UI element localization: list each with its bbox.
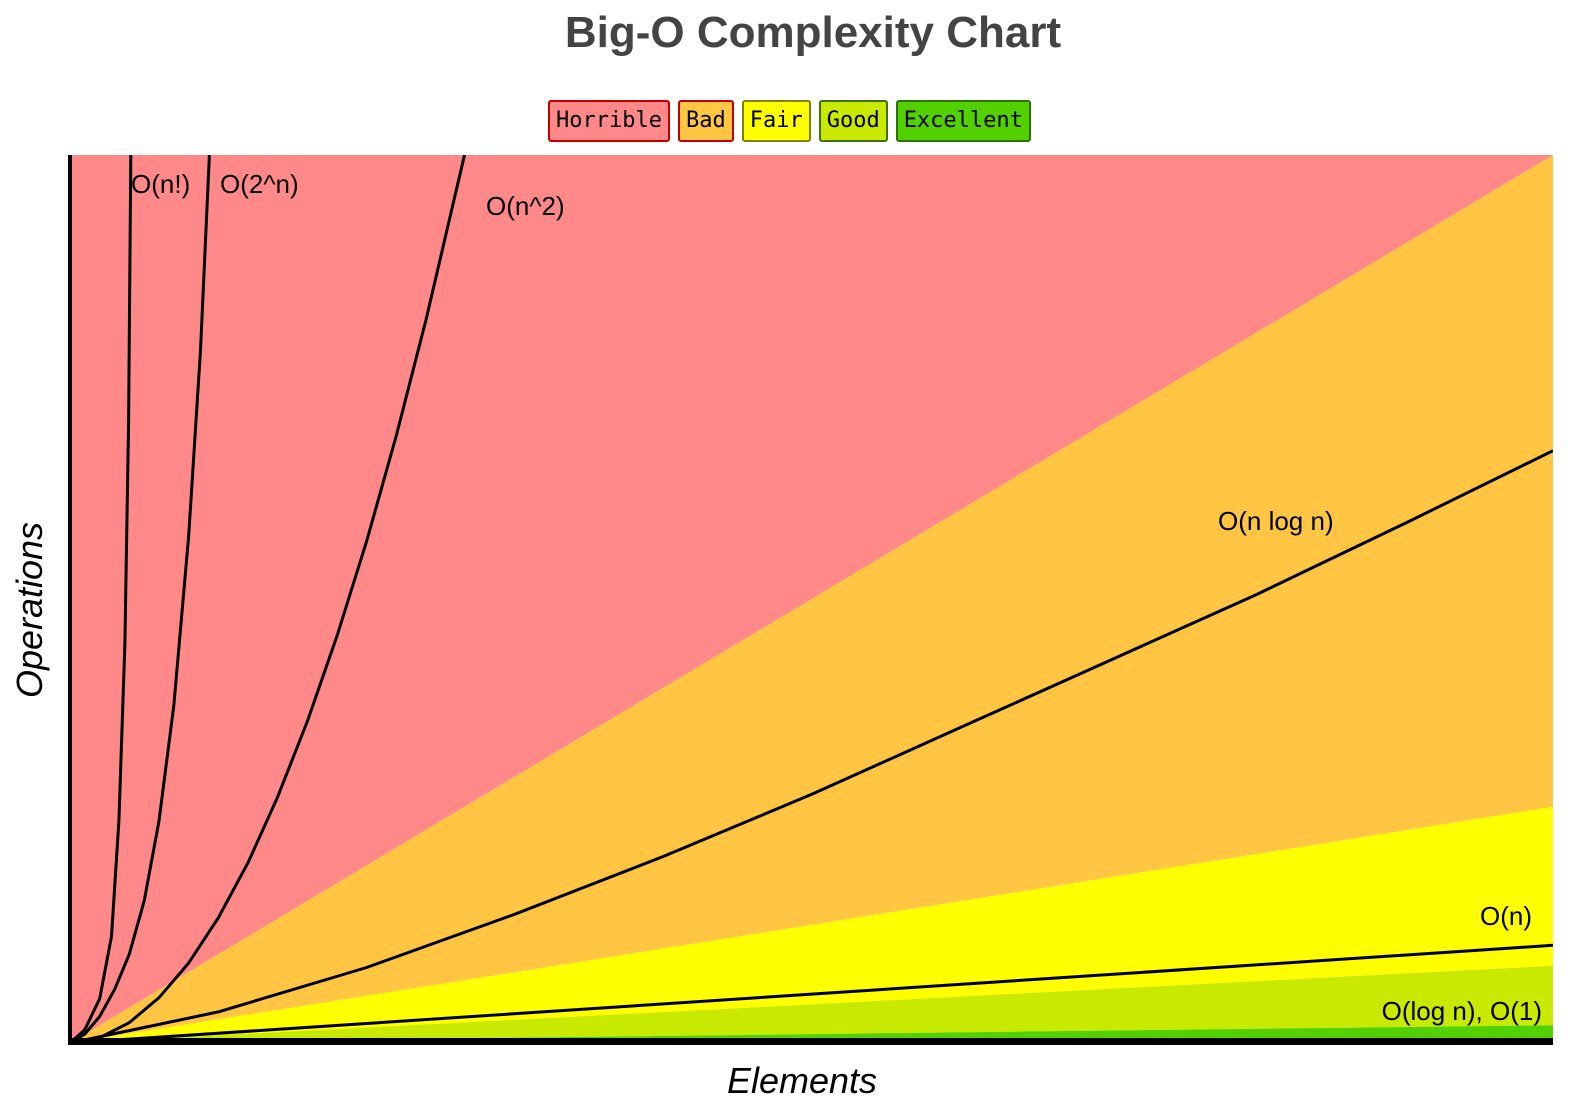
series-line-o-2-n-: [70, 155, 211, 1043]
region-fair: [70, 806, 1553, 1043]
region-good: [70, 965, 1553, 1043]
legend-item-good: Good: [818, 100, 888, 142]
chart-title: Big-O Complexity Chart: [564, 8, 1062, 57]
series-label-o-n-2-: O(n^2): [486, 191, 565, 221]
series-line-o-n-2-: [70, 155, 466, 1043]
legend-item-fair: Fair: [741, 100, 811, 142]
series-line-o-n-: [70, 943, 1553, 1043]
region-bad: [70, 155, 1553, 1043]
x-axis-label: Elements: [726, 1060, 878, 1101]
series-label-o-n-: O(n!): [131, 169, 190, 199]
series-label-o-2-n-: O(2^n): [220, 169, 299, 199]
series-line-o-n-log-n-: [70, 449, 1553, 1043]
series-label-o-log-n-o-1-: O(log n), O(1): [1382, 996, 1542, 1026]
legend: Horrible Bad Fair Good Excellent: [548, 100, 1031, 142]
legend-item-bad: Bad: [677, 100, 734, 142]
series-label-o-n-: O(n): [1480, 901, 1532, 931]
legend-item-horrible: Horrible: [548, 100, 670, 142]
series-label-o-n-log-n-: O(n log n): [1218, 506, 1334, 536]
legend-item-excellent: Excellent: [895, 100, 1031, 142]
series-line-o-n-: [70, 155, 133, 1043]
